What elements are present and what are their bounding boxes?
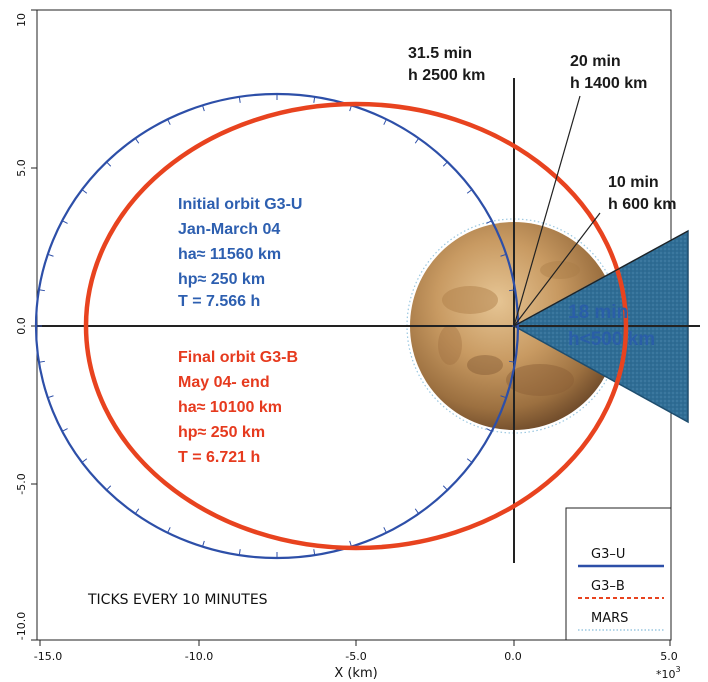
orbit-tick bbox=[349, 105, 352, 112]
y-tick-label-minus5: -5.0 bbox=[15, 473, 28, 494]
initial-orbit-dates: Jan-March 04 bbox=[178, 221, 280, 238]
orbit-tick bbox=[62, 428, 68, 432]
orbit-g3b bbox=[83, 101, 629, 551]
orbit-tick bbox=[202, 105, 205, 112]
orbit-tick bbox=[106, 485, 112, 491]
orbit-tick bbox=[486, 428, 492, 432]
orbit-tick bbox=[509, 289, 516, 292]
cone-label-500km: h<500 km bbox=[568, 329, 655, 350]
orbit-tick bbox=[62, 220, 68, 224]
orbit-tick bbox=[466, 458, 473, 463]
legend-label-mars: MARS bbox=[591, 611, 628, 626]
orbit-tick bbox=[47, 395, 54, 399]
leader-line-10min bbox=[513, 212, 601, 327]
orbit-tick bbox=[238, 96, 241, 103]
annotation-600km: h 600 km bbox=[608, 196, 676, 213]
orbit-tick bbox=[106, 161, 112, 167]
final-orbit-info: Final orbit G3-B May 04- end ha≈ 10100 k… bbox=[178, 349, 298, 466]
orbit-tick bbox=[442, 161, 448, 167]
orbit-tick bbox=[238, 549, 241, 556]
leader-line-20min bbox=[513, 95, 581, 327]
ticks-note: TICKS EVERY 10 MINUTES bbox=[87, 592, 268, 608]
leader-line-cone bbox=[513, 230, 689, 327]
final-orbit-period: T = 6.721 h bbox=[178, 449, 260, 466]
mars-surface-mark bbox=[467, 355, 503, 375]
orbit-tick bbox=[38, 360, 45, 363]
mars-surface-mark bbox=[442, 286, 498, 314]
orbit-tick bbox=[414, 138, 420, 144]
initial-orbit-period: T = 7.566 h bbox=[178, 293, 260, 310]
initial-orbit-info: Initial orbit G3-U Jan-March 04 ha≈ 1156… bbox=[178, 196, 302, 310]
initial-orbit-periapsis: hp≈ 250 km bbox=[178, 271, 265, 288]
final-orbit-periapsis: hp≈ 250 km bbox=[178, 424, 265, 441]
legend: G3–U G3–B MARS bbox=[565, 507, 672, 641]
legend-box bbox=[565, 507, 672, 641]
annotation-20min: 20 min bbox=[570, 53, 621, 70]
legend-label-g3u: G3–U bbox=[591, 547, 625, 562]
x-tick-label-minus15: -15.0 bbox=[34, 650, 62, 663]
final-orbit-apoapsis: ha≈ 10100 km bbox=[178, 399, 282, 416]
final-orbit-title: Final orbit G3-B bbox=[178, 349, 298, 366]
orbit-tick bbox=[81, 458, 88, 463]
y-tick-label-0: 0.0 bbox=[15, 317, 28, 335]
x-tick-label-minus5: -5.0 bbox=[345, 650, 366, 663]
y-tick-label-10: 10 bbox=[15, 13, 28, 27]
annotation-31-5min: 31.5 min bbox=[408, 45, 472, 62]
annotation-1400km: h 1400 km bbox=[570, 75, 647, 92]
orbit-ticks bbox=[36, 94, 518, 558]
orbit-tick bbox=[442, 485, 448, 491]
y-tick-label-minus10: -10.0 bbox=[15, 612, 28, 640]
orbit-tick bbox=[414, 508, 420, 514]
orbit-tick bbox=[466, 189, 473, 194]
x-axis-label: X (km) bbox=[334, 666, 377, 681]
orbit-tick bbox=[202, 540, 205, 547]
cone-label-18min: 18 min bbox=[568, 302, 628, 323]
orbit-tick bbox=[38, 289, 45, 292]
mars-surface-mark bbox=[438, 325, 462, 365]
initial-orbit-apoapsis: ha≈ 11560 km bbox=[178, 246, 281, 263]
axis-ticks bbox=[31, 9, 671, 646]
orbit-tick bbox=[500, 395, 507, 399]
initial-orbit-title: Initial orbit G3-U bbox=[178, 196, 302, 213]
orbit-tick bbox=[383, 119, 387, 125]
mars-surface-mark bbox=[540, 261, 580, 279]
orbit-tick bbox=[383, 527, 387, 533]
orbit-tick bbox=[349, 540, 352, 547]
orbit-tick bbox=[81, 189, 88, 194]
orbit-tick bbox=[500, 253, 507, 257]
annotation-10min: 10 min bbox=[608, 174, 659, 191]
orbit-tick bbox=[486, 220, 492, 224]
x-tick-label-minus10: -10.0 bbox=[185, 650, 213, 663]
x-tick-label-5: 5.0 bbox=[660, 650, 678, 663]
orbit-tick bbox=[313, 549, 316, 556]
y-tick-label-5: 5.0 bbox=[15, 159, 28, 177]
annotation-2500km: h 2500 km bbox=[408, 67, 485, 84]
mars-surface-mark bbox=[506, 364, 574, 396]
x-multiplier: *103 bbox=[656, 665, 681, 681]
orbit-tick bbox=[313, 96, 316, 103]
x-tick-label-0: 0.0 bbox=[504, 650, 522, 663]
orbit-tick bbox=[134, 508, 140, 514]
legend-label-g3b: G3–B bbox=[591, 579, 625, 594]
final-orbit-dates: May 04- end bbox=[178, 374, 270, 391]
orbit-tick bbox=[134, 138, 140, 144]
orbit-tick bbox=[167, 527, 171, 533]
orbit-tick bbox=[167, 119, 171, 125]
orbit-tick bbox=[47, 253, 54, 257]
orbit-tick bbox=[509, 360, 516, 363]
